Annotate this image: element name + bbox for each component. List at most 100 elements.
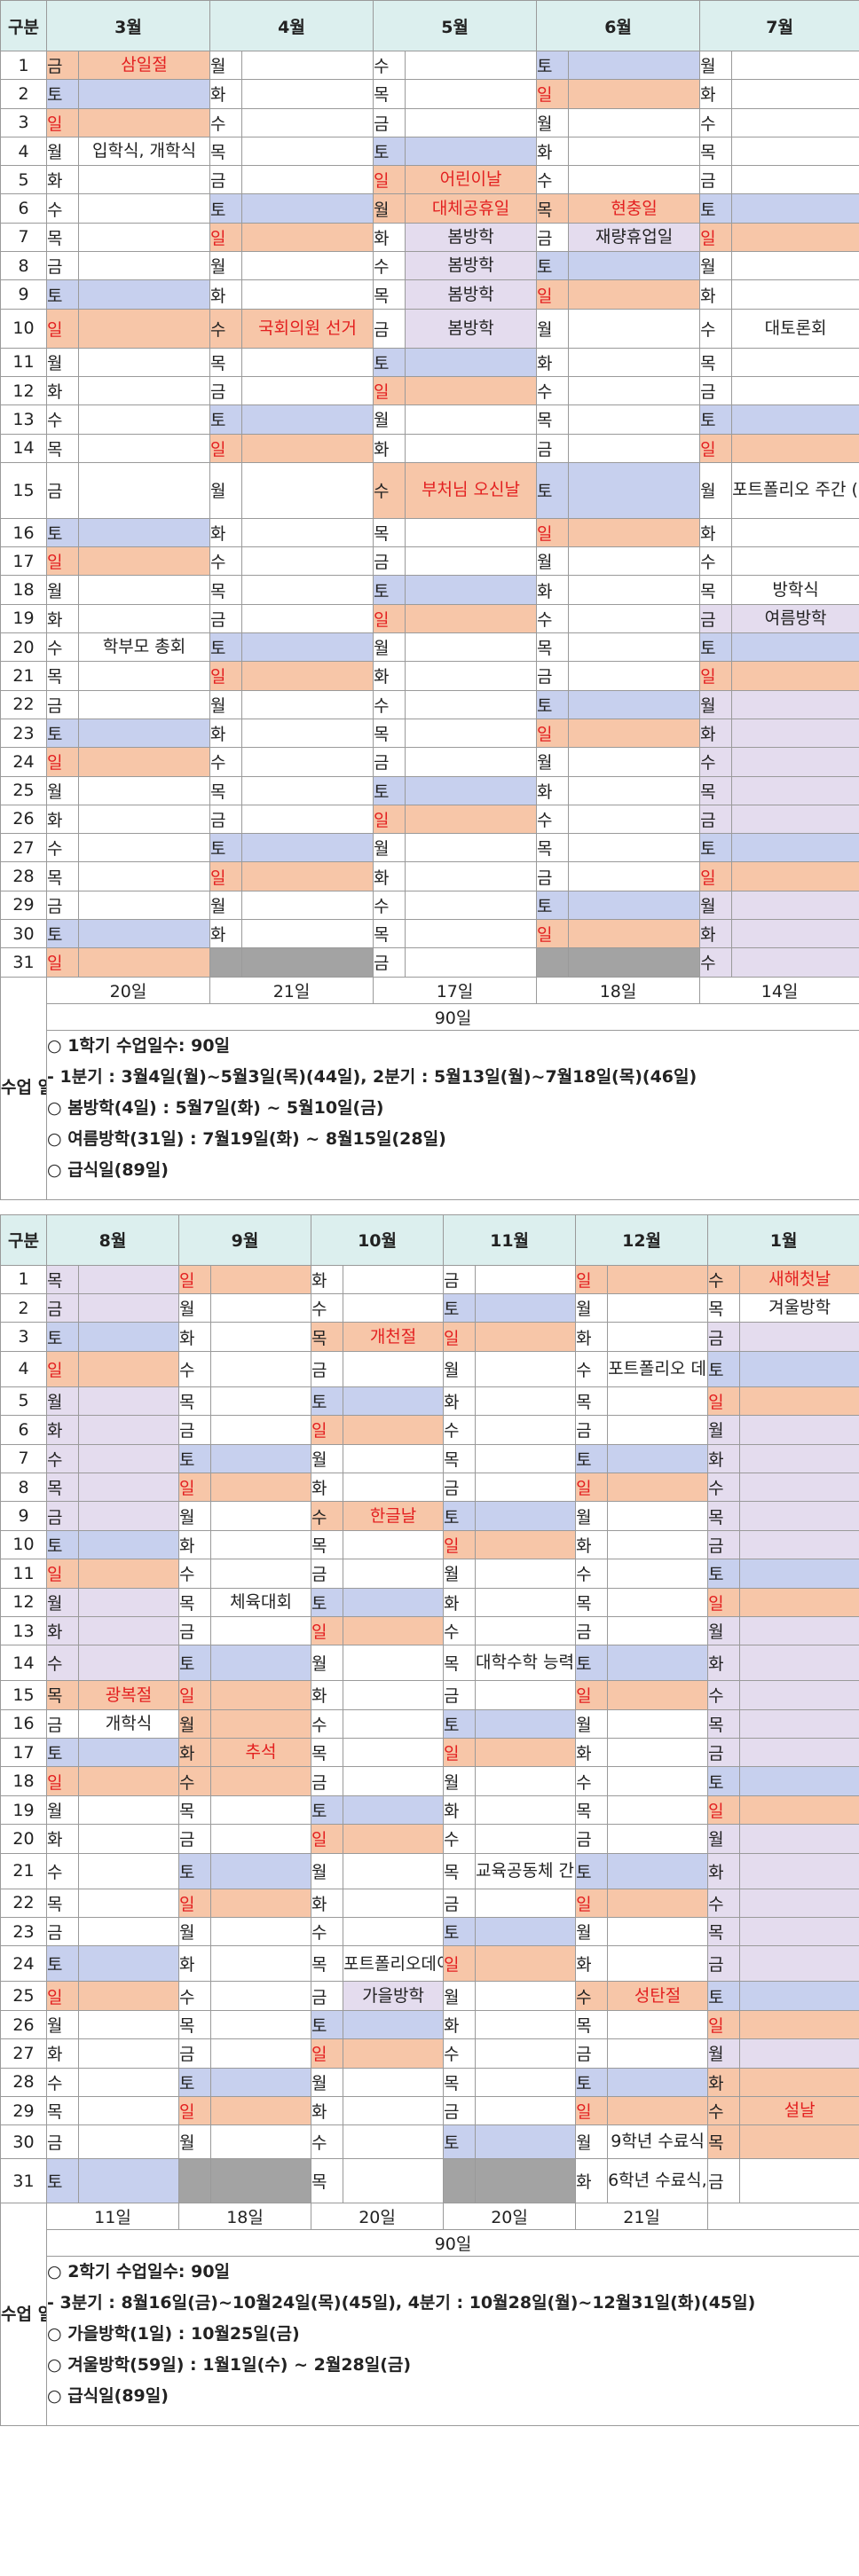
weekday-cell: 금 xyxy=(46,1708,79,1740)
event-cell xyxy=(210,1981,312,2011)
date-row: 29 목 일 화 금 일 수 설날 xyxy=(0,2095,859,2126)
weekday-cell: 화 xyxy=(311,1264,344,1295)
event-cell xyxy=(739,2038,859,2069)
weekday-cell: 목 xyxy=(373,517,406,548)
weekday-cell: 수 xyxy=(373,689,406,719)
date-row: 7 목 일 화 봄방학 금 재량휴업일 일 xyxy=(0,222,859,253)
weekday-cell: 수 xyxy=(178,1981,212,2011)
date-row: 26 월 목 토 화 목 일 xyxy=(0,2009,859,2040)
event-cell xyxy=(77,1501,180,1531)
weekday-cell: 목 xyxy=(699,775,733,805)
event-cell xyxy=(607,1708,709,1740)
event-cell: 체육대회 xyxy=(210,1587,312,1617)
event-cell xyxy=(241,107,374,137)
weekday-cell: 금 xyxy=(209,804,243,835)
date-row: 9 금 월 수 한글날 토 월 목 xyxy=(0,1501,859,1531)
date-number: 14 xyxy=(0,1645,47,1682)
weekday-cell: 화 xyxy=(178,1738,212,1768)
weekday-cell: 월 xyxy=(46,1587,79,1617)
weekday-cell: 목 xyxy=(707,1292,741,1323)
date-number: 29 xyxy=(0,2095,47,2126)
weekday-cell: 일 xyxy=(209,433,243,463)
date-row: 2 금 월 수 토 월 목 겨울방학 xyxy=(0,1292,859,1323)
event-cell xyxy=(731,689,859,719)
event-cell xyxy=(210,1766,312,1796)
weekday-cell: 금 xyxy=(575,2038,609,2069)
event-cell xyxy=(475,1917,577,1947)
weekday-cell: 화 xyxy=(443,2009,477,2040)
date-number: 23 xyxy=(0,718,47,749)
event-cell xyxy=(731,50,859,81)
date-row: 1 금 삼일절 월 수 토 월 xyxy=(0,50,859,81)
event-cell xyxy=(405,50,538,81)
date-row: 8 금 월 수 봄방학 토 월 xyxy=(0,251,859,281)
event-cell xyxy=(77,2124,180,2160)
weekday-cell: 수 xyxy=(443,1415,477,1445)
event-cell xyxy=(731,347,859,377)
weekday-cell: 화 xyxy=(311,1680,344,1710)
event-cell xyxy=(475,2067,577,2097)
event-cell xyxy=(568,775,701,805)
weekday-cell: 수 xyxy=(178,1559,212,1589)
date-number: 5 xyxy=(0,165,47,195)
semester-total: 90일 xyxy=(45,1002,859,1031)
weekday-cell: 화 xyxy=(575,1738,609,1768)
event-cell xyxy=(739,1852,859,1889)
event-cell xyxy=(343,1888,445,1919)
date-number: 25 xyxy=(0,775,47,805)
event-cell xyxy=(607,1292,709,1323)
date-number: 18 xyxy=(0,1766,47,1796)
event-cell xyxy=(77,919,211,949)
event-cell: 봄방학 xyxy=(405,308,538,349)
date-row: 13 수 토 월 목 토 xyxy=(0,404,859,435)
weekday-cell: 수 xyxy=(699,546,733,577)
event-cell xyxy=(568,107,701,137)
event-cell xyxy=(607,1795,709,1826)
date-number: 4 xyxy=(0,136,47,167)
event-cell xyxy=(568,404,701,435)
weekday-cell: 화 xyxy=(699,279,733,310)
event-cell xyxy=(731,79,859,109)
weekday-cell: 수 xyxy=(209,107,243,137)
event-cell: 가을방학 xyxy=(343,1981,445,2011)
notes-row: ○ 2학기 수업일수: 90일 - 3분기 : 8월16일(금)~10월24일(… xyxy=(1,2256,859,2427)
weekday-cell: 월 xyxy=(575,1501,609,1531)
event-cell xyxy=(77,1824,180,1854)
weekday-cell: 수 xyxy=(707,1680,741,1710)
date-number: 13 xyxy=(0,404,47,435)
weekday-cell: 화 xyxy=(46,804,79,835)
date-number: 13 xyxy=(0,1615,47,1646)
event-cell xyxy=(343,1917,445,1947)
date-number: 28 xyxy=(0,861,47,891)
weekday-cell: 화 xyxy=(178,1945,212,1983)
event-cell xyxy=(77,1292,180,1323)
date-number: 26 xyxy=(0,804,47,835)
weekday-cell: 수 xyxy=(536,603,570,634)
event-cell xyxy=(568,747,701,777)
note-line: ○ 봄방학(4일) : 5월7일(화) ~ 5월10일(금) xyxy=(47,1097,384,1118)
event-cell xyxy=(343,1386,445,1417)
weekday-cell: 토 xyxy=(707,1766,741,1796)
event-cell xyxy=(343,1292,445,1323)
event-cell xyxy=(241,661,374,691)
date-row: 28 수 토 월 목 토 화 xyxy=(0,2067,859,2097)
event-cell xyxy=(77,433,211,463)
weekday-cell: 월 xyxy=(707,2038,741,2069)
event-cell xyxy=(77,603,211,634)
event-cell xyxy=(241,136,374,167)
weekday-cell: 토 xyxy=(46,2158,79,2204)
event-cell xyxy=(241,632,374,663)
weekday-cell: 화 xyxy=(707,1443,741,1473)
event-cell xyxy=(77,2038,180,2069)
weekday-cell: 화 xyxy=(209,79,243,109)
date-number: 11 xyxy=(0,347,47,377)
weekday-cell: 목 xyxy=(46,433,79,463)
weekday-cell: 목 xyxy=(46,1680,79,1710)
event-cell: 입학식, 개학식 xyxy=(77,136,211,167)
event-cell xyxy=(77,861,211,891)
weekday-cell: 목 xyxy=(443,1852,477,1889)
date-row: 27 수 토 월 목 토 xyxy=(0,833,859,863)
